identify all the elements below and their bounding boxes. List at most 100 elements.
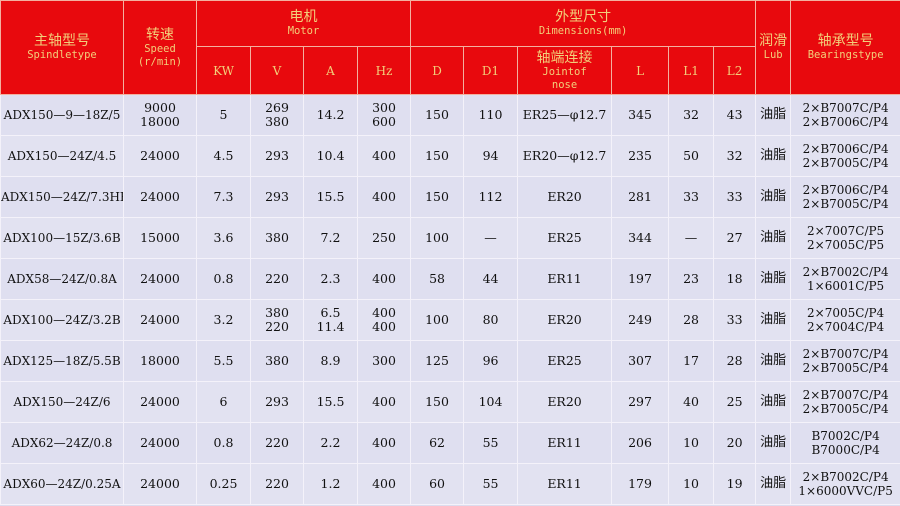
bearing-line: 2×B7006C/P4 [802, 115, 889, 129]
cell-l: 345 [611, 94, 670, 136]
cell-speed: 24000 [123, 176, 197, 218]
cell-v: 220 [250, 422, 304, 464]
cell-l1: 50 [668, 135, 715, 177]
bearing-line: 2×B7007C/P4 [802, 388, 889, 402]
cell-hz: 300 600 [356, 94, 412, 136]
cell-model: ADX60—24Z/0.25A [0, 463, 124, 505]
table-row: ADX100—24Z/3.2B 24000 3.2 380 220 6.5 11.4 400 4… [0, 299, 900, 341]
bearing-line: 2×B7007C/P4 [802, 101, 889, 115]
cell-d1: 112 [463, 176, 519, 218]
hz-line: 400 [372, 189, 396, 204]
table-row: ADX58—24Z/0.8A 24000 0.8 220 2.3 400 58 44 ER11 1… [0, 258, 900, 300]
cell-speed: 24000 [123, 135, 197, 177]
speed-line: 9000 [144, 100, 176, 115]
v-line: 380 [265, 230, 289, 245]
cell-d: 100 [410, 299, 465, 341]
speed-line: 24000 [140, 394, 180, 409]
cell-hz: 250 [356, 217, 412, 259]
cell-joint: ER20 [517, 299, 613, 341]
a-line: 6.5 [320, 305, 341, 320]
cell-d: 150 [410, 176, 465, 218]
cell-l: 179 [611, 463, 670, 505]
cell-model: ADX100—24Z/3.2B [0, 299, 124, 341]
hz-line: 400 [372, 476, 396, 491]
cell-lub: 油脂 [755, 299, 792, 341]
table-row: ADX62—24Z/0.8 24000 0.8 220 2.2 400 62 55 ER11 20… [0, 422, 900, 464]
header-l: L [611, 46, 670, 95]
cell-hz: 400 [356, 135, 412, 177]
cell-d: 100 [410, 217, 465, 259]
cell-l: 307 [611, 340, 670, 382]
cell-l1: 40 [668, 381, 715, 423]
cell-kw: 0.8 [196, 258, 251, 300]
cell-d: 60 [410, 463, 465, 505]
cell-v: 380 220 [250, 299, 304, 341]
header-hz: Hz [356, 46, 412, 95]
cell-d: 58 [410, 258, 465, 300]
cell-lub: 油脂 [755, 94, 792, 136]
cell-a: 8.9 [303, 340, 358, 382]
bearing-line: 2×B7002C/P4 [802, 470, 889, 484]
cell-l2: 32 [713, 135, 757, 177]
header-d: D [410, 46, 465, 95]
cell-kw: 7.3 [196, 176, 251, 218]
bearing-line: 1×6000VVC/P5 [798, 484, 893, 498]
v-line: 293 [265, 394, 289, 409]
cell-a: 6.5 11.4 [303, 299, 358, 341]
bearing-line: 2×7005C/P4 [807, 306, 885, 320]
header-lub: 润滑 Lub [755, 0, 792, 95]
cell-l: 206 [611, 422, 670, 464]
speed-line: 18000 [140, 114, 180, 129]
header-dimensions: 外型尺寸 Dimensions(mm) [410, 0, 757, 47]
bearing-line: 1×6001C/P5 [807, 279, 885, 293]
table-body: ADX150—9—18Z/5 9000 18000 5 269 380 14.2 300 600… [0, 94, 900, 505]
cell-l2: 18 [713, 258, 757, 300]
cell-l: 281 [611, 176, 670, 218]
cell-hz: 400 400 [356, 299, 412, 341]
hz-line: 250 [372, 230, 396, 245]
v-line: 380 [265, 114, 289, 129]
v-line: 380 [265, 305, 289, 320]
cell-joint: ER11 [517, 463, 613, 505]
table-row: ADX150—24Z/6 24000 6 293 15.5 400 150 104 ER20 29… [0, 381, 900, 423]
hz-line: 300 [372, 353, 396, 368]
bearing-line: 2×7007C/P5 [807, 224, 885, 238]
cell-speed: 24000 [123, 381, 197, 423]
cell-model: ADX100—15Z/3.6B [0, 217, 124, 259]
bearing-line: 2×B7007C/P4 [802, 347, 889, 361]
cell-speed: 9000 18000 [123, 94, 197, 136]
cell-kw: 3.2 [196, 299, 251, 341]
header-kw: KW [196, 46, 251, 95]
cell-l1: 28 [668, 299, 715, 341]
cell-d1: 80 [463, 299, 519, 341]
header-d1: D1 [463, 46, 519, 95]
table-row: ADX150—9—18Z/5 9000 18000 5 269 380 14.2 300 600… [0, 94, 900, 136]
cell-l2: 27 [713, 217, 757, 259]
cell-hz: 300 [356, 340, 412, 382]
cell-kw: 5 [196, 94, 251, 136]
speed-line: 18000 [140, 353, 180, 368]
cell-joint: ER11 [517, 422, 613, 464]
cell-d1: 104 [463, 381, 519, 423]
bearing-line: B7002C/P4 [811, 429, 880, 443]
bearing-line: B7000C/P4 [811, 443, 880, 457]
cell-l: 197 [611, 258, 670, 300]
cell-l1: 32 [668, 94, 715, 136]
speed-line: 24000 [140, 148, 180, 163]
v-line: 220 [265, 319, 289, 334]
cell-v: 380 [250, 217, 304, 259]
cell-d: 150 [410, 381, 465, 423]
cell-lub: 油脂 [755, 422, 792, 464]
cell-l2: 28 [713, 340, 757, 382]
cell-d1: 44 [463, 258, 519, 300]
cell-speed: 18000 [123, 340, 197, 382]
cell-l2: 19 [713, 463, 757, 505]
cell-l1: 10 [668, 422, 715, 464]
cell-l1: 17 [668, 340, 715, 382]
cell-lub: 油脂 [755, 340, 792, 382]
cell-d1: 55 [463, 463, 519, 505]
cell-l1: — [668, 217, 715, 259]
cell-bearing: 2×B7006C/P4 2×B7005C/P4 [790, 176, 900, 218]
cell-bearing: 2×B7002C/P4 1×6001C/P5 [790, 258, 900, 300]
